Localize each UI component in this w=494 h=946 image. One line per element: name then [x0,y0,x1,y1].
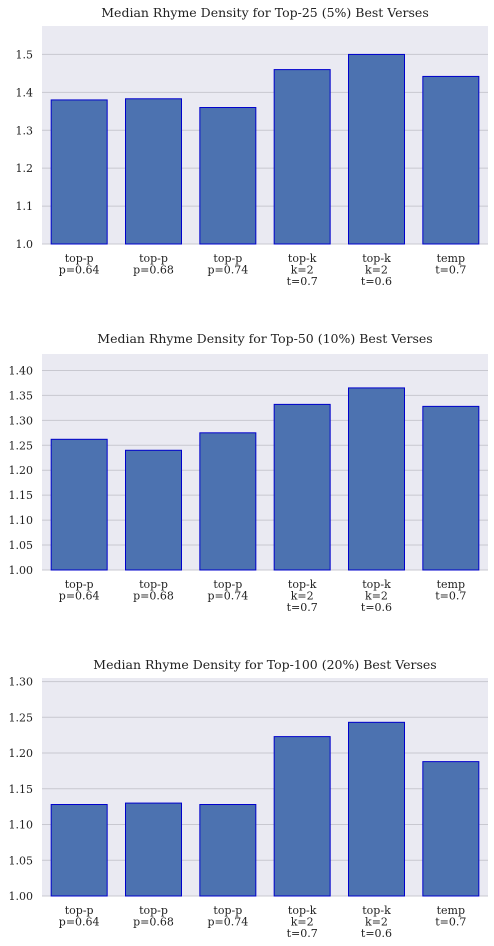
plot-area [42,354,488,570]
bar [422,761,480,897]
x-tick-label: temp t=0.7 [435,252,466,277]
chart-panel-top50: 1.00 1.05 1.10 1.15 1.20 1.25 1.30 1.35 1.40 top-… [0,326,494,636]
y-tick-label: 1.3 [16,124,34,137]
x-tick-label: top-k k=2 t=0.6 [361,578,392,614]
chart-title: Median Rhyme Density for Top-25 (5%) Bes… [101,5,429,20]
x-tick-label: top-p p=0.74 [207,904,248,929]
bar [348,53,405,245]
x-tick-label: top-k k=2 t=0.7 [287,904,318,940]
y-tick-label: 1.05 [9,854,34,867]
x-tick-label: top-k k=2 t=0.7 [287,252,318,288]
y-tick-label: 1.5 [16,48,34,61]
plot-area [42,678,488,896]
bar [348,721,405,897]
y-tick-label: 1.00 [9,564,34,577]
x-tick-label: top-p p=0.64 [59,578,100,603]
y-tick-label: 1.40 [9,364,34,377]
chart-title: Median Rhyme Density for Top-50 (10%) Be… [97,331,432,346]
y-tick-label: 1.20 [9,464,34,477]
y-tick-label: 1.05 [9,539,34,552]
bar [50,438,108,571]
x-tick-label: top-p p=0.74 [207,252,248,277]
x-tick-label: temp t=0.7 [435,578,466,603]
y-tick-label: 1.25 [9,711,34,724]
y-tick-label: 1.0 [16,238,34,251]
bar [50,804,108,897]
plot-area [42,26,488,244]
x-tick-label: top-k k=2 t=0.7 [287,578,318,614]
y-tick-label: 1.2 [16,162,34,175]
y-tick-label: 1.35 [9,389,34,402]
y-tick-label: 1.1 [16,200,34,213]
y-tick-label: 1.30 [9,676,34,689]
y-tick-label: 1.15 [9,783,34,796]
y-tick-label: 1.20 [9,747,34,760]
x-tick-label: top-p p=0.68 [133,578,174,603]
bar [50,99,108,245]
y-tick-label: 1.25 [9,439,34,452]
bar [199,432,257,571]
bar [199,107,257,245]
y-tick-label: 1.15 [9,489,34,502]
x-tick-label: top-k k=2 t=0.6 [361,252,392,288]
x-tick-label: top-p p=0.68 [133,904,174,929]
x-tick-label: top-p p=0.64 [59,252,100,277]
y-tick-label: 1.30 [9,414,34,427]
x-tick-label: top-p p=0.64 [59,904,100,929]
bar-chart-2: 1.00 1.05 1.10 1.15 1.20 1.25 1.30 top-p p=0.64 t… [9,657,488,940]
y-tick-label: 1.00 [9,890,34,903]
bar [422,75,480,245]
x-tick-label: top-k k=2 t=0.6 [361,904,392,940]
bar [273,69,331,245]
x-tick-label: top-p p=0.74 [207,578,248,603]
y-tick-label: 1.10 [9,514,34,527]
bar [125,802,182,897]
x-tick-label: temp t=0.7 [435,904,466,929]
bar [125,98,182,245]
bar [422,405,480,571]
chart-panel-top100: 1.00 1.05 1.10 1.15 1.20 1.25 1.30 top-p p=0.64 t… [0,652,494,946]
chart-panel-top25: 1.0 1.1 1.2 1.3 1.4 1.5 top-p p=0.64 top-p p=0.68… [0,0,494,310]
bar [348,387,405,571]
bar [125,449,182,571]
y-tick-label: 1.10 [9,819,34,832]
bar-chart-1: 1.00 1.05 1.10 1.15 1.20 1.25 1.30 1.35 1.40 top-… [9,331,488,614]
bar-chart-0: 1.0 1.1 1.2 1.3 1.4 1.5 top-p p=0.64 top-p p=0.68… [16,5,488,288]
bar [273,403,331,571]
x-tick-label: top-p p=0.68 [133,252,174,277]
bar [273,736,331,897]
chart-title: Median Rhyme Density for Top-100 (20%) B… [93,657,436,672]
bar [199,804,257,897]
y-tick-label: 1.4 [16,86,34,99]
